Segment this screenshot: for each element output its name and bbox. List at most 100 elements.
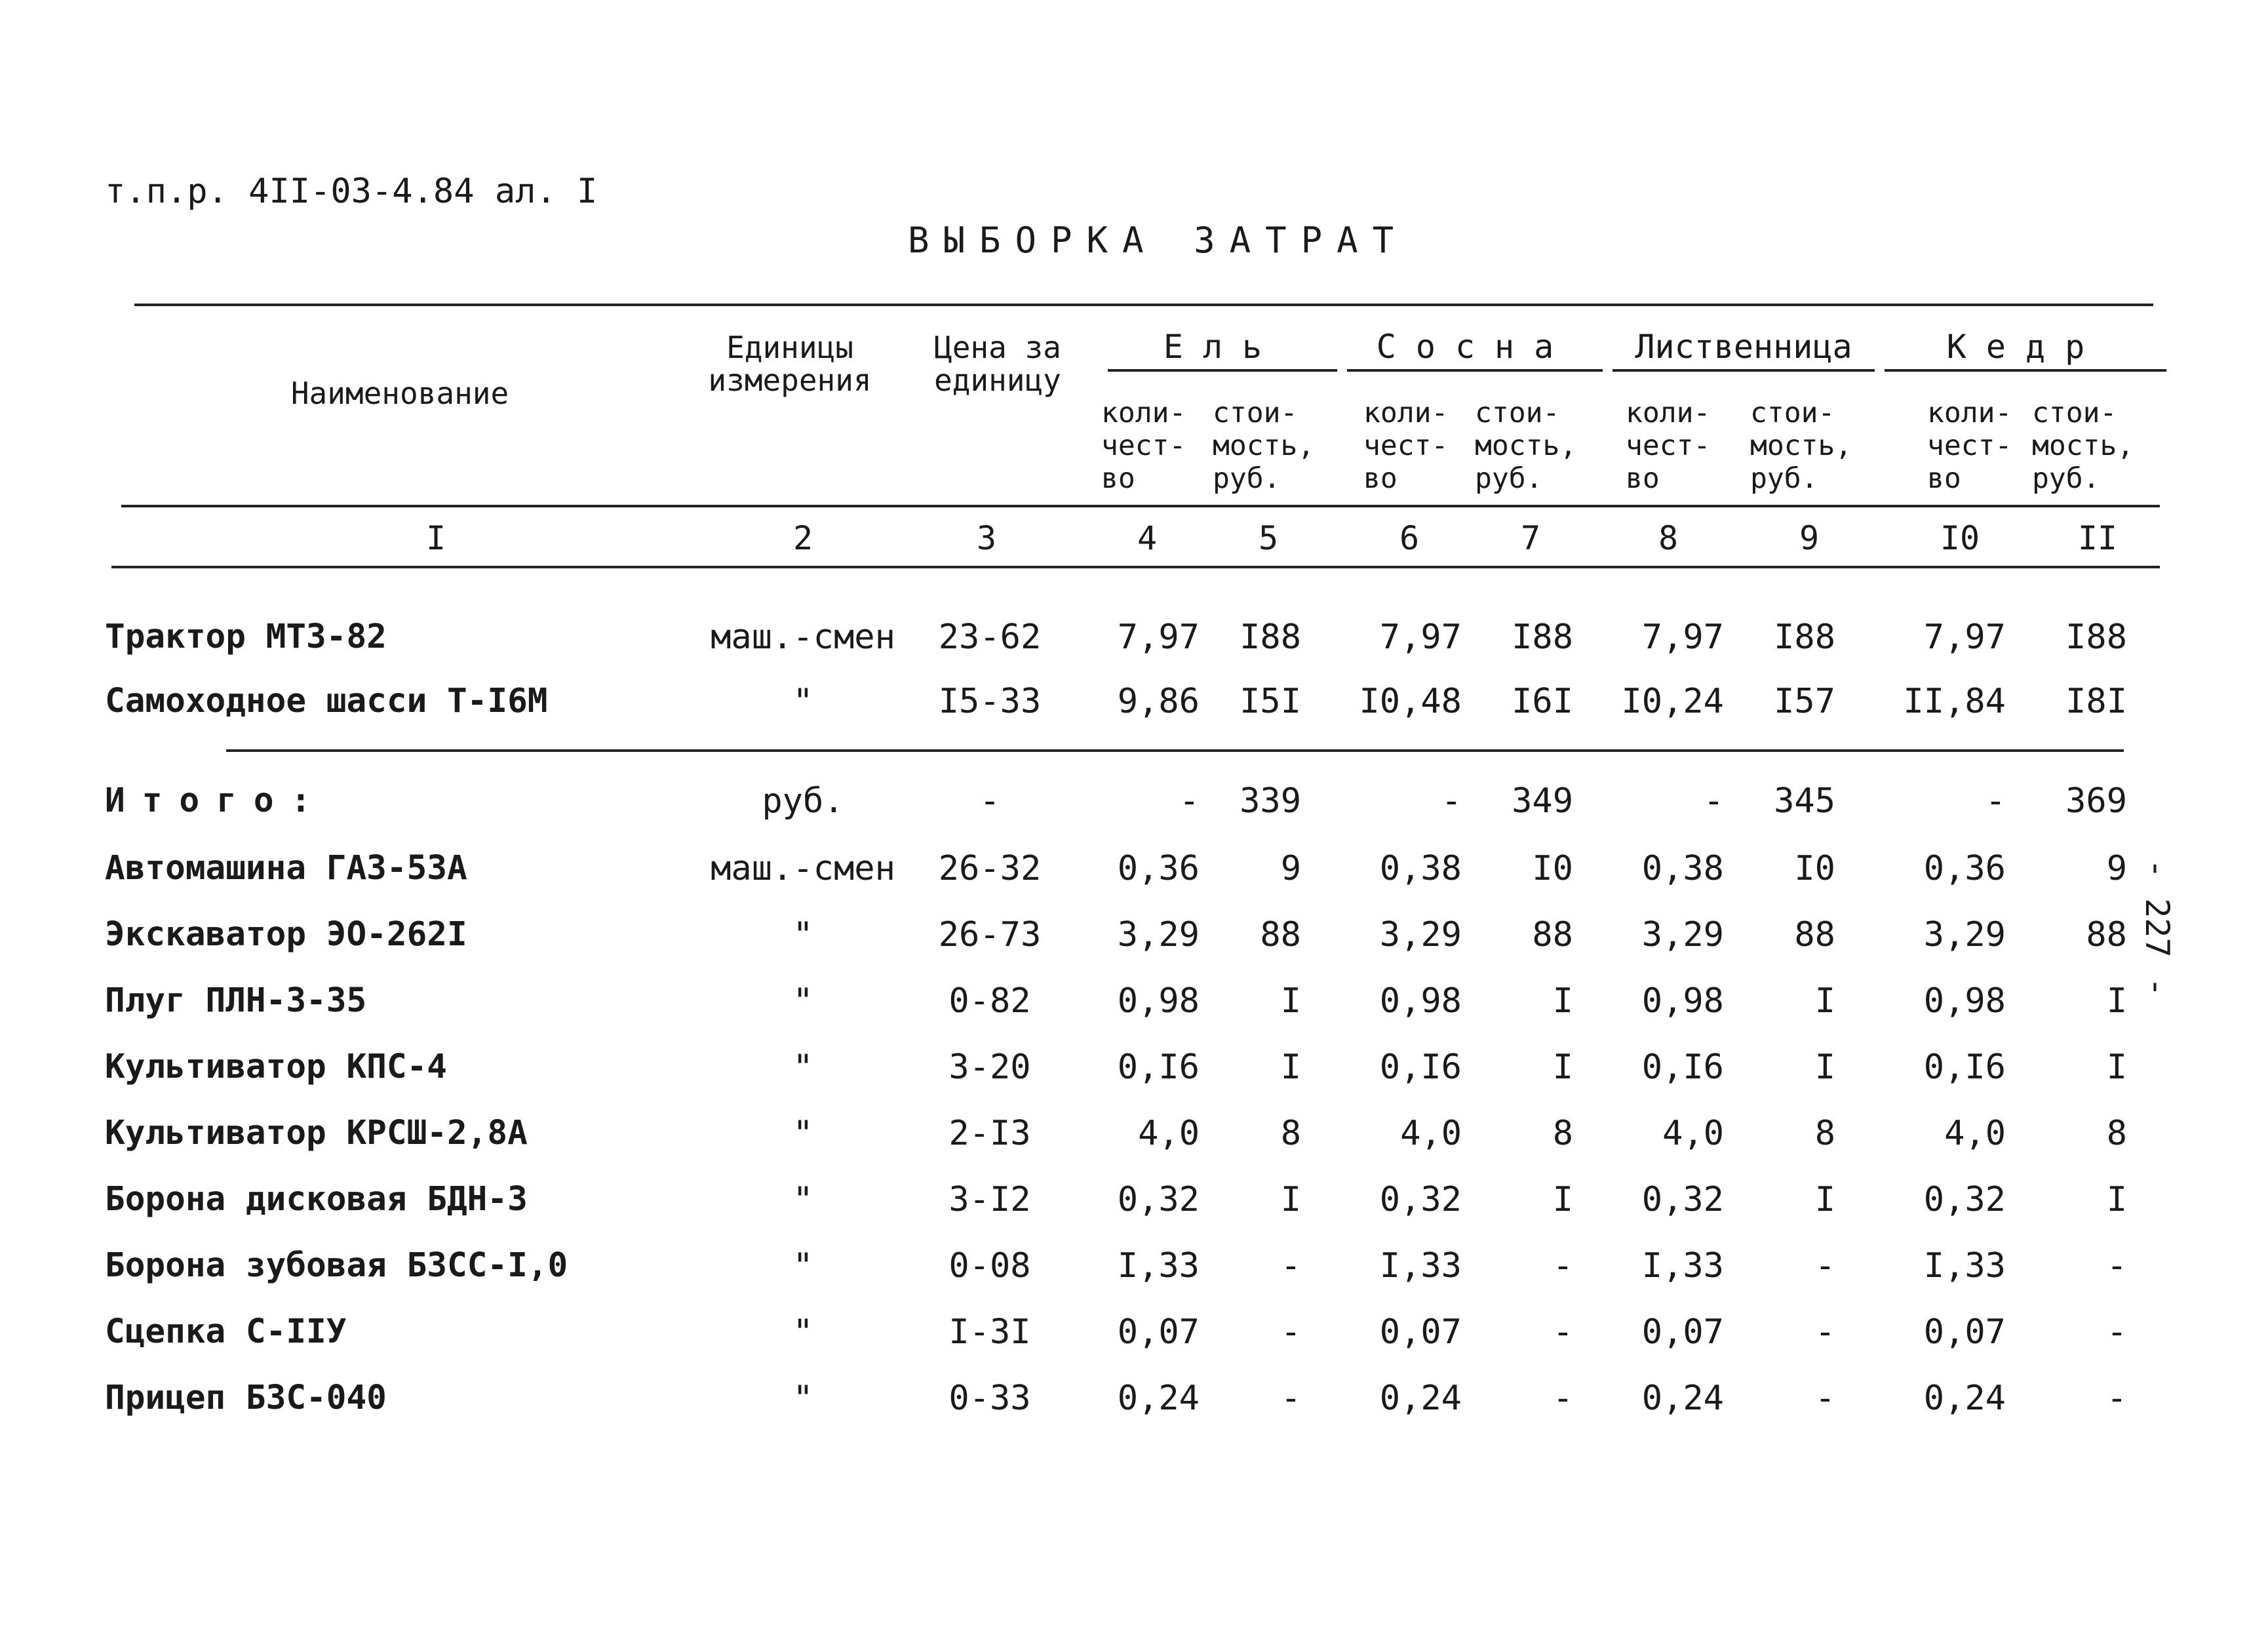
row-qty: 7,97 — [1379, 618, 1462, 657]
column-number: I0 — [1940, 519, 1980, 557]
subheader-cost-line: руб. — [2032, 462, 2100, 495]
row-cost: 8 — [1552, 1114, 1573, 1153]
row-cost: - — [1280, 1246, 1301, 1286]
row-price: 2-I3 — [948, 1114, 1031, 1153]
subheader-cost-line: мость, — [1750, 429, 1852, 462]
row-qty: I0,48 — [1359, 682, 1462, 721]
column-number: 3 — [976, 519, 997, 557]
group-rule-kedr — [1885, 369, 2166, 372]
table-top-rule — [134, 304, 2153, 306]
row-price: 26-32 — [938, 849, 1042, 888]
row-qty: 0,32 — [1379, 1180, 1462, 1219]
row-qty: - — [1703, 781, 1724, 821]
subheader-cost: стои-мость, руб. — [1750, 397, 1852, 495]
row-qty: 0,36 — [1923, 849, 2006, 888]
row-qty: I,33 — [1641, 1246, 1724, 1286]
row-qty: 0,I6 — [1923, 1048, 2006, 1087]
row-unit: " — [792, 915, 813, 954]
subheader-cost-line: мость, — [2032, 429, 2134, 462]
row-qty: - — [1179, 781, 1200, 821]
header-group-el: Ель — [1163, 328, 1282, 366]
row-qty: 0,07 — [1379, 1312, 1462, 1352]
group-rule-listvennitsa — [1613, 369, 1875, 372]
column-number: II — [2077, 519, 2118, 557]
row-qty: 0,07 — [1923, 1312, 2006, 1352]
column-numbers-rule — [111, 566, 2160, 568]
row-qty: 0,07 — [1641, 1312, 1724, 1352]
total-label: Итого: — [105, 781, 328, 820]
row-cost: 9 — [1280, 849, 1301, 888]
column-number: 4 — [1137, 519, 1158, 557]
header-unit-line2: измерения — [708, 363, 872, 398]
header-price: Цена за единицу — [934, 331, 1091, 397]
row-cost: I — [2106, 1048, 2127, 1087]
header-unit-line1: Единицы — [726, 330, 853, 365]
row-name: Культиватор КРСШ-2,8А — [105, 1114, 528, 1152]
row-unit: " — [792, 682, 813, 721]
row-cost: 88 — [1794, 915, 1835, 954]
row-name: Экскаватор ЭО-262I — [105, 915, 467, 954]
header-group-sosna: Сосна — [1376, 328, 1574, 366]
row-cost: I88 — [1512, 618, 1573, 657]
row-cost: - — [2106, 1312, 2127, 1352]
row-name: Прицеп БЗС-040 — [105, 1379, 387, 1417]
subtotal-rule — [226, 749, 2124, 752]
row-price: I-3I — [948, 1312, 1031, 1352]
column-number: 7 — [1520, 519, 1541, 557]
subheader-qty-line: во — [1927, 462, 1961, 495]
row-qty: I0,24 — [1621, 682, 1724, 721]
row-cost: 349 — [1512, 781, 1573, 821]
row-cost: 88 — [2086, 915, 2127, 954]
row-qty: I,33 — [1379, 1246, 1462, 1286]
header-price-line1: Цена за — [934, 330, 1061, 365]
row-price: 26-73 — [938, 915, 1042, 954]
row-cost: - — [2106, 1246, 2127, 1286]
column-number: 6 — [1399, 519, 1420, 557]
subheader-qty-line: во — [1101, 462, 1135, 495]
subheader-qty: коли-чест-во — [1626, 397, 1710, 495]
row-qty: 0,24 — [1379, 1379, 1462, 1418]
subheader-cost-line: стои- — [1213, 397, 1298, 429]
row-unit: " — [792, 1312, 813, 1352]
row-cost: I — [1814, 1048, 1835, 1087]
group-rule-el — [1108, 369, 1337, 372]
row-cost: 88 — [1532, 915, 1573, 954]
row-qty: 0,24 — [1641, 1379, 1724, 1418]
header-price-line2: единицу — [934, 363, 1061, 398]
row-cost: - — [1814, 1379, 1835, 1418]
row-price: 0-08 — [948, 1246, 1031, 1286]
row-name: Трактор МТЗ-82 — [105, 618, 387, 656]
header-name: Наименование — [290, 376, 509, 411]
row-cost: I — [1814, 1180, 1835, 1219]
row-cost: I — [1552, 1048, 1573, 1087]
subheader-cost-line: мость, — [1213, 429, 1315, 462]
row-qty: 0,98 — [1641, 981, 1724, 1021]
row-qty: 4,0 — [1400, 1114, 1462, 1153]
row-price: 0-33 — [948, 1379, 1031, 1418]
row-qty: 4,0 — [1138, 1114, 1200, 1153]
row-cost: 345 — [1774, 781, 1835, 821]
row-name: Самоходное шасси Т-I6М — [105, 682, 548, 720]
row-cost: 88 — [1260, 915, 1301, 954]
subheader-qty-line: коли- — [1101, 397, 1186, 429]
row-name: Борона дисковая БДН-3 — [105, 1180, 528, 1219]
row-qty: 3,29 — [1641, 915, 1724, 954]
row-unit: маш.-смен — [711, 618, 895, 657]
subheader-qty-line: чест- — [1101, 429, 1186, 462]
subheader-qty-line: коли- — [1626, 397, 1711, 429]
row-unit: " — [792, 1379, 813, 1418]
row-qty: 3,29 — [1117, 915, 1200, 954]
row-unit: руб. — [762, 781, 844, 821]
row-cost: I57 — [1774, 682, 1835, 721]
row-qty: 0,32 — [1117, 1180, 1200, 1219]
row-name: Борона зубовая БЗСС-I,0 — [105, 1246, 568, 1285]
row-cost: 8 — [1814, 1114, 1835, 1153]
row-qty: 0,32 — [1923, 1180, 2006, 1219]
row-qty: 0,36 — [1117, 849, 1200, 888]
row-cost: I — [1552, 1180, 1573, 1219]
header-group-listvennitsa: Лиственница — [1635, 328, 1852, 366]
subheader-qty: коли-чест-во — [1101, 397, 1186, 495]
subheader-cost-line: стои- — [1475, 397, 1560, 429]
row-cost: - — [1280, 1379, 1301, 1418]
subheader-qty-line: во — [1363, 462, 1398, 495]
